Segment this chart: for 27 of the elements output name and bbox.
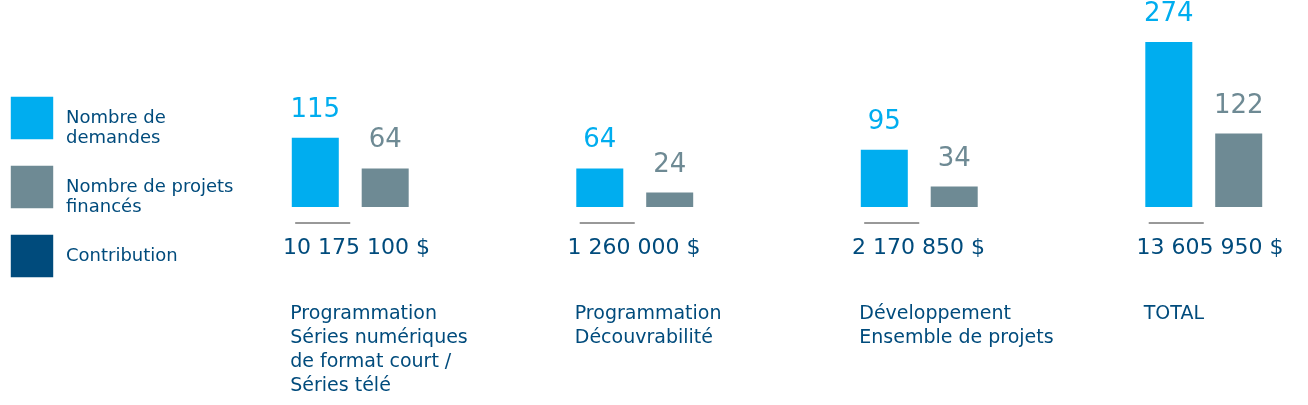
data-label: 115: [290, 92, 341, 123]
bar: [646, 192, 694, 207]
text: 10 175 100 $: [283, 234, 431, 259]
text: 2 170 850 $: [852, 234, 986, 259]
bar: [291, 137, 339, 207]
legend-label: Nombre de demandes: [66, 106, 166, 147]
bar: [930, 186, 978, 207]
bar: [1215, 133, 1263, 207]
text: 1 260 000 $: [567, 234, 701, 259]
data-label: 122: [1213, 88, 1264, 119]
bar: [361, 168, 409, 207]
text: 13 605 950 $: [1136, 234, 1284, 259]
bar: [860, 149, 908, 207]
x-tick-label: Programmation Découvrabilité: [574, 300, 722, 347]
data-label: 274: [1143, 0, 1194, 27]
data-label: 24: [653, 147, 687, 178]
bar: [576, 168, 624, 207]
data-label: 34: [937, 141, 971, 172]
data-label: 95: [867, 104, 901, 135]
legend-label: Nombre de projets financés: [66, 175, 234, 216]
x-tick-label: Développement Ensemble de projets: [859, 300, 1054, 347]
x-tick-label: TOTAL: [1142, 300, 1205, 323]
bar: [1145, 42, 1193, 207]
data-label: 64: [583, 123, 617, 154]
data-label: 64: [368, 123, 402, 154]
legend-label: Contribution: [66, 244, 178, 265]
x-tick-label: Programmation Séries numériques de format court / Séries télé: [290, 300, 468, 395]
